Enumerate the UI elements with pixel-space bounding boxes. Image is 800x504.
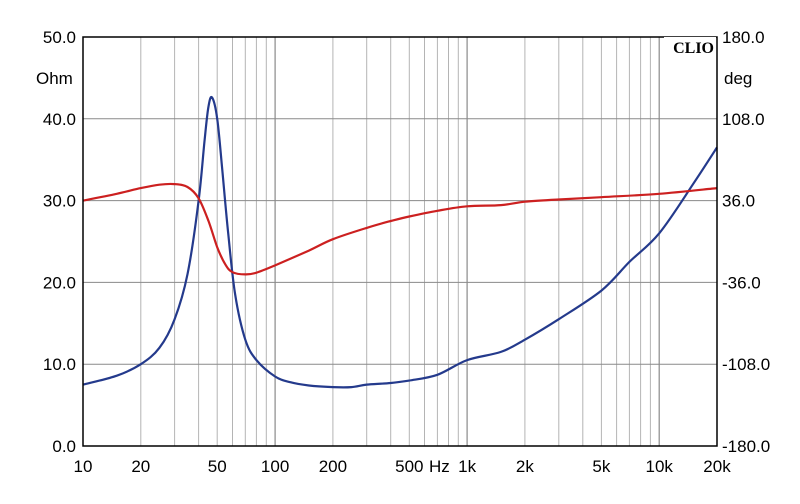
right-y-tick-labels: -180.0 -108.0 -36.0 36.0 108.0 180.0 [722,28,770,456]
x-tick-label: 1k [458,457,476,476]
x-tick-label: 2k [516,457,534,476]
right-y-tick-label: -36.0 [722,273,761,292]
left-y-tick-label: 40.0 [43,110,76,129]
left-y-tick-label: 10.0 [43,355,76,374]
x-tick-label: 200 [319,457,347,476]
right-y-tick-label: -108.0 [722,355,770,374]
x-tick-label: 100 [261,457,289,476]
brand-label-bg [664,37,716,57]
right-y-tick-label: -180.0 [722,437,770,456]
left-unit-label: Ohm [36,69,73,88]
x-tick-label: 5k [592,457,610,476]
x-tick-label: 500 [395,457,423,476]
right-y-tick-label: 36.0 [722,192,755,211]
left-y-tick-label: 30.0 [43,192,76,211]
minor-gridlines [140,37,651,446]
right-y-tick-label: 108.0 [722,110,765,129]
series-layer [82,95,718,389]
x-tick-label: 20k [703,457,731,476]
x-tick-label: 10k [645,457,673,476]
left-y-tick-label: 0.0 [52,437,76,456]
brand-label: CLIO [673,40,714,57]
right-y-tick-label: 180.0 [722,28,765,47]
left-y-tick-label: 50.0 [43,28,76,47]
plot-frame [82,36,718,447]
left-y-tick-labels: 0.0 10.0 20.0 30.0 40.0 50.0 [43,28,76,456]
right-unit-label: deg [724,69,752,88]
phase-series-line [82,182,718,276]
x-tick-label: 10 [74,457,93,476]
impedance-series-line [82,95,718,389]
x-tick-label: 20 [131,457,150,476]
x-tick-labels: 10 20 50 100 200 500 1k 2k 5k 10k 20k [74,457,732,476]
left-y-tick-label: 20.0 [43,273,76,292]
plot-background [83,37,717,446]
x-tick-label: 50 [208,457,227,476]
x-unit-label: Hz [429,457,450,476]
